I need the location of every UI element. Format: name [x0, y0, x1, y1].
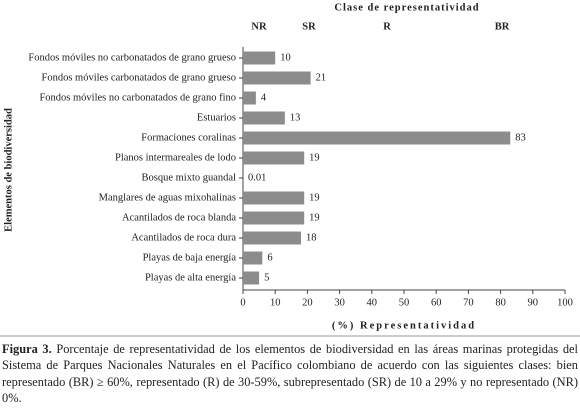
value-label: 0.01	[248, 172, 266, 183]
y-tick-label: Playas de alta energía	[145, 272, 236, 283]
bar	[243, 131, 511, 145]
x-tick-label: 30	[334, 297, 345, 308]
y-tick-label: Fondos móviles no carbonatados de grano …	[39, 92, 236, 103]
bar	[243, 211, 305, 225]
x-tick-label: 70	[463, 297, 474, 308]
class-header: Clase de representatividad	[334, 2, 479, 13]
bar	[243, 251, 263, 265]
caption: Figura 3. Porcentaje de representativida…	[2, 341, 578, 407]
x-tick-label: 10	[270, 297, 281, 308]
bar	[243, 71, 311, 85]
value-label: 6	[267, 252, 272, 263]
x-tick-label: 40	[367, 297, 378, 308]
x-tick-label: 50	[399, 297, 410, 308]
caption-label: Figura 3.	[2, 342, 52, 356]
x-tick-label: 20	[302, 297, 313, 308]
bar	[243, 231, 301, 245]
bar	[243, 151, 305, 165]
bar	[243, 91, 256, 105]
y-tick-label: Bosque mixto guandal	[142, 172, 237, 183]
y-axis-label: Elementos de biodiversidad	[3, 108, 14, 232]
x-tick-label: 100	[557, 297, 573, 308]
value-label: 21	[316, 72, 327, 83]
y-tick-label: Planos intermareales de lodo	[115, 152, 236, 163]
bar	[243, 51, 276, 65]
x-axis-label: (%) Representatividad	[332, 320, 476, 331]
y-tick-label: Playas de baja energía	[143, 252, 237, 263]
value-label: 19	[309, 192, 320, 203]
bar	[243, 111, 285, 125]
y-tick-label: Fondos móviles carbonatados de grano gru…	[41, 72, 236, 83]
x-tick-label: 90	[528, 297, 539, 308]
x-tick-label: 0	[240, 297, 245, 308]
y-tick-label: Formaciones coralinas	[141, 132, 236, 143]
caption-text: Porcentaje de representatividad de los e…	[2, 342, 579, 406]
bar	[243, 271, 260, 285]
value-label: 10	[280, 52, 291, 63]
value-label: 13	[290, 112, 301, 123]
value-label: 18	[306, 232, 317, 243]
x-tick-label: 60	[431, 297, 442, 308]
y-tick-label: Fondos móviles no carbonatados de grano …	[28, 52, 236, 63]
value-label: 4	[261, 92, 267, 103]
x-tick-label: 80	[495, 297, 506, 308]
class-label: BR	[495, 21, 510, 32]
y-tick-label: Manglares de aguas mixohalinas	[99, 192, 236, 203]
value-label: 5	[264, 272, 269, 283]
value-label: 19	[309, 152, 320, 163]
class-label: NR	[251, 21, 267, 32]
class-label: SR	[302, 21, 316, 32]
y-tick-label: Acantilados de roca blanda	[122, 212, 236, 223]
value-label: 19	[309, 212, 320, 223]
y-tick-label: Estuarios	[197, 112, 236, 123]
class-label: R	[383, 21, 391, 32]
value-label: 83	[515, 132, 526, 143]
y-tick-label: Acantilados de roca dura	[131, 232, 236, 243]
bar	[243, 191, 305, 205]
